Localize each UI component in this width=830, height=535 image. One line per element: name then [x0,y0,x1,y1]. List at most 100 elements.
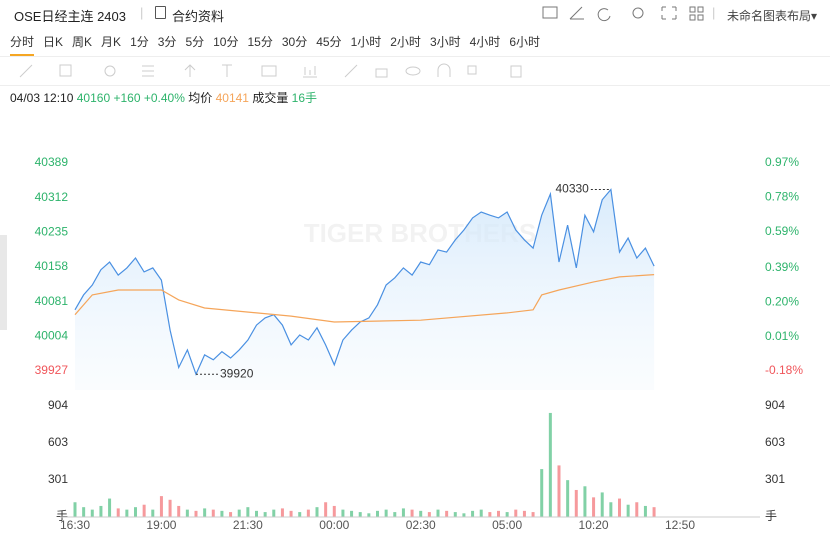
volume-bar [350,510,354,517]
period-tab[interactable]: 月K [101,35,122,49]
period-tab[interactable]: 分时 [10,33,35,56]
volume-bar [626,504,630,517]
volume-bar [159,496,163,517]
tool[interactable] [467,65,477,75]
tool[interactable] [303,66,317,78]
period-tab[interactable]: 3分 [157,35,177,49]
x-tick-label: 10:20 [579,518,609,532]
change: +160 [113,91,141,105]
volume-bar [583,486,587,517]
volume-bar [557,465,561,517]
period-tab[interactable]: 日K [43,35,64,49]
icon[interactable] [661,6,677,20]
volume-bar [280,508,284,517]
tool[interactable] [104,65,116,77]
tool[interactable] [59,64,72,77]
volume-bar [453,512,457,517]
period-tab[interactable]: 6小时 [509,35,540,49]
period-tab[interactable]: 1分 [130,35,149,49]
info-bar: 04/03 12:10 40160 +160 +0.40% 均价 40141 成… [10,89,317,106]
period-tab[interactable]: 1小时 [350,35,382,49]
volume-bar [272,509,276,517]
period-tab[interactable]: 4小时 [469,35,501,49]
volume-bar [194,510,198,517]
icon[interactable] [689,6,696,13]
tool[interactable] [375,68,388,78]
period-tab[interactable]: 45分 [316,35,342,49]
period-tab[interactable]: 10分 [213,35,239,49]
price: 40160 [76,91,111,105]
period-tab[interactable]: 30分 [281,35,308,49]
x-tick-label: 02:30 [406,518,436,532]
period-tab[interactable]: 2小时 [390,35,421,49]
volume-bar [168,499,172,517]
tool-icons [19,63,522,78]
y-tick-label: 40389 [35,155,69,169]
volume-bar [566,480,570,517]
contract-link[interactable]: 合约资料 [172,9,225,24]
volume-bar [592,497,596,517]
icon[interactable] [597,8,611,22]
tool[interactable] [184,64,196,77]
tool[interactable] [222,64,232,77]
volume-bar [393,512,397,517]
volume-bar [82,507,86,517]
tool[interactable] [19,64,33,78]
y2-tick-label: 0.59% [765,224,799,238]
y2-tick-label: 0.78% [765,189,799,203]
volume-bar [618,498,621,517]
volume-bar [177,505,181,517]
y2-tick-label: 0.01% [765,329,799,343]
y-tick-label: 40158 [35,259,69,273]
volume-bar [151,509,155,517]
volume-bar [574,489,578,517]
tool[interactable] [344,64,358,78]
volume-bar [488,512,492,517]
layout-menu[interactable]: 未命名图表布局▾ [727,9,818,23]
volume-bar [376,510,379,517]
period-tab[interactable]: 5分 [185,35,205,49]
volume-bar [635,502,639,517]
icon[interactable] [569,6,584,20]
icon[interactable] [542,6,558,19]
volume-bar [306,509,310,517]
volume-bar [548,412,552,517]
volume-bar [90,509,94,517]
annotation: 39920 [220,366,254,380]
period-tab[interactable]: 15分 [247,35,273,49]
tool[interactable] [510,65,522,78]
tool[interactable] [405,66,421,76]
volume-bar [237,509,241,517]
side-handle[interactable] [0,235,7,330]
volume-bar [324,502,328,517]
volume-bar [73,502,77,517]
drawing-toolbar [0,56,830,86]
tool[interactable] [261,65,277,77]
layout-name[interactable]: 未命名图表布局 [727,9,812,23]
volume-label: 成交量 [252,91,289,105]
title: OSE日经主连 2403 [14,9,126,24]
y-tick-label: 40004 [35,329,69,343]
volume-bar [410,509,414,517]
period-tab[interactable]: 周K [72,35,93,49]
avg-line [74,274,655,323]
icon[interactable] [632,7,644,19]
tool[interactable] [142,65,154,77]
avg: 40141 [215,91,249,105]
volume-bar [540,469,544,517]
y-tick-label: 手 [56,509,68,523]
period-tab[interactable]: 3小时 [429,35,461,49]
volume-bar [108,498,112,517]
volume-bar [142,504,146,517]
y-tick-label: 301 [48,472,68,486]
volume-bar [445,510,449,517]
volume-bar [203,508,207,517]
divider: | [140,5,144,20]
volume-bar [427,512,431,517]
volume-bar [125,509,129,517]
y2-tick-label: 0.39% [765,260,799,274]
tool[interactable] [437,63,451,77]
divider: | [712,5,716,20]
